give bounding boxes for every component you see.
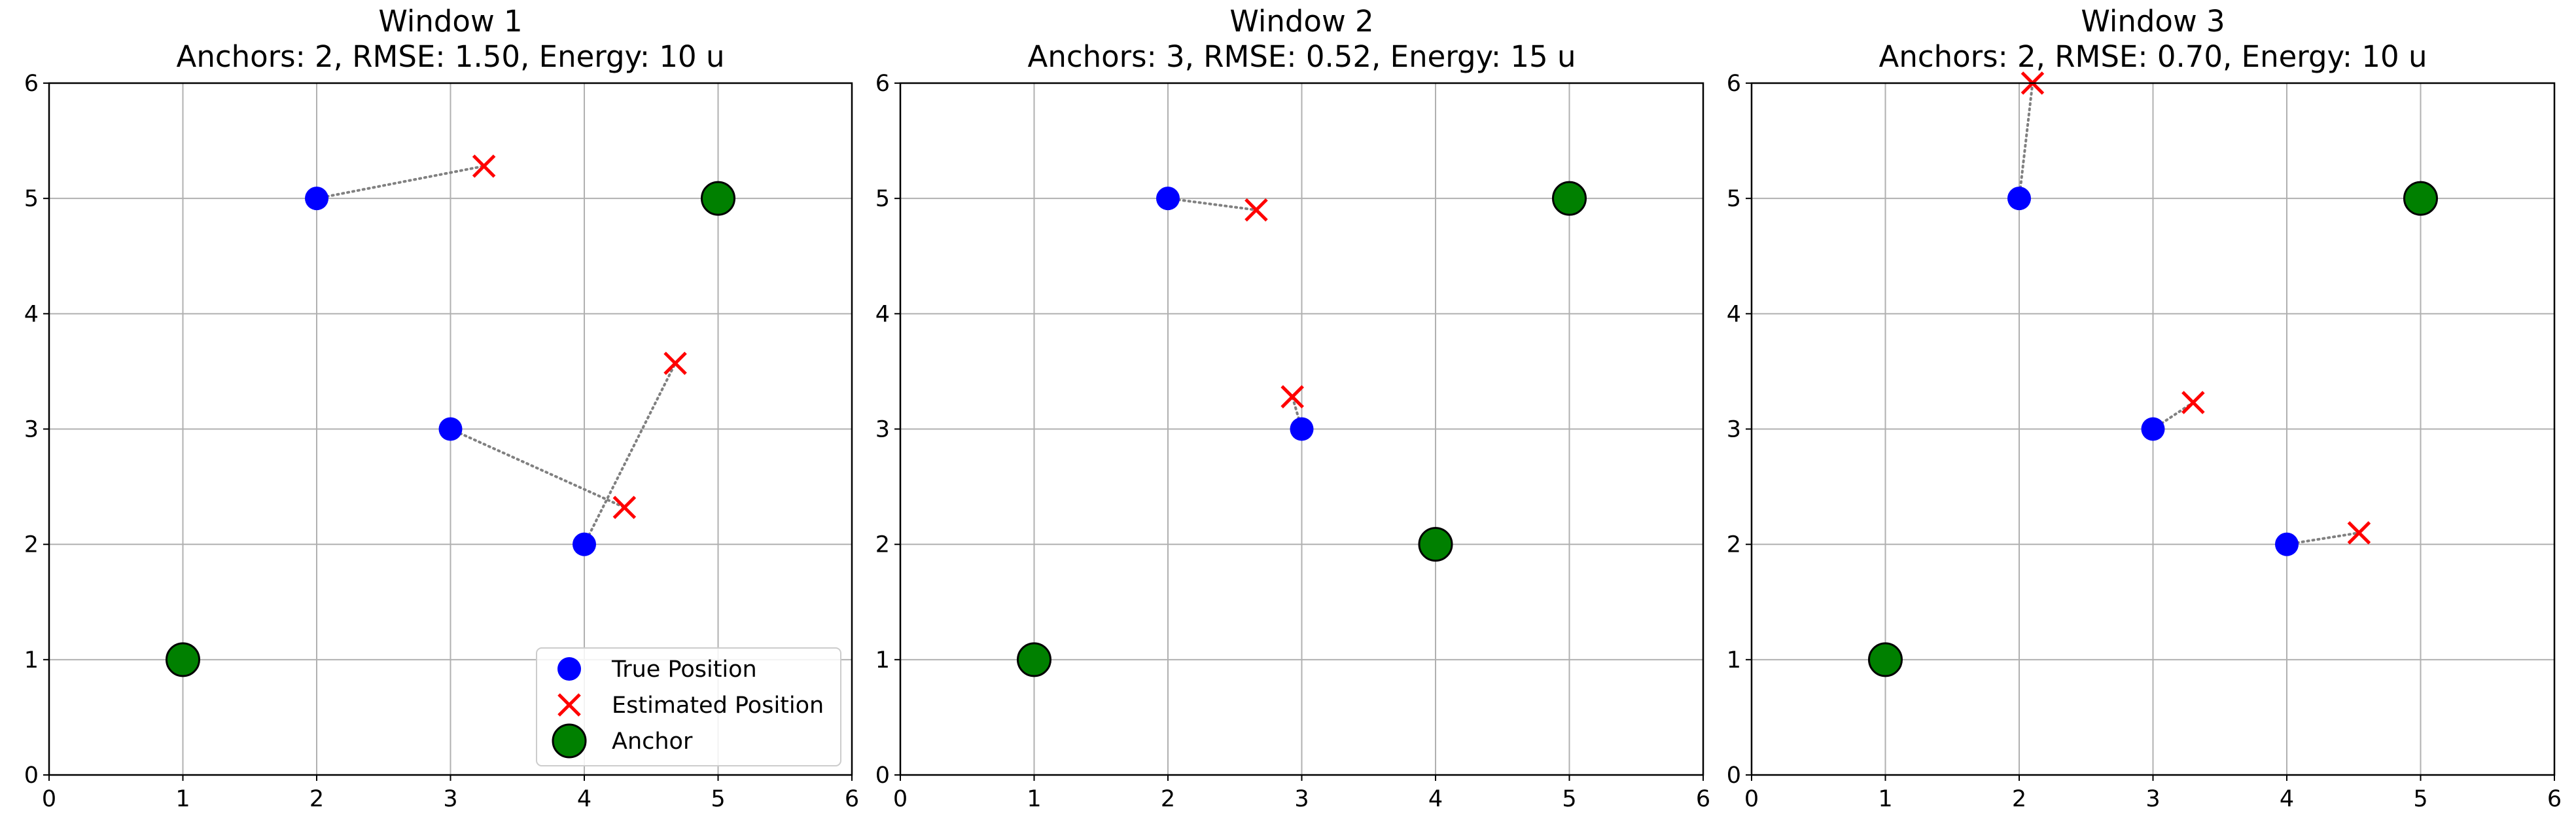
error-link (449, 427, 626, 509)
y-tick-label: 4 (24, 301, 39, 327)
true-position-point (2141, 417, 2165, 441)
x-tick-label: 4 (1428, 786, 1443, 812)
anchor-point (701, 181, 735, 216)
true-position-point (1290, 417, 1314, 441)
y-tick-label: 5 (875, 186, 890, 212)
chart-subtitle: Anchors: 2, RMSE: 0.70, Energy: 10 u (1879, 39, 2427, 74)
chart-title: Window 1 (378, 4, 522, 39)
error-link (583, 362, 677, 546)
legend-label: True Position (611, 656, 757, 683)
x-tick-label: 5 (2413, 786, 2427, 812)
y-tick-label: 6 (24, 71, 39, 97)
x-tick-label: 3 (443, 786, 457, 812)
legend-label: Anchor (612, 728, 693, 755)
error-link (2018, 82, 2034, 200)
y-tick-label: 2 (875, 532, 890, 558)
true-position-point (2275, 532, 2299, 556)
y-tick-label: 3 (875, 417, 890, 443)
x-tick-label: 4 (2280, 786, 2294, 812)
x-marker-stroke (663, 351, 687, 375)
chart-title: Window 3 (2081, 4, 2225, 39)
x-tick-label: 2 (309, 786, 324, 812)
y-tick-label: 2 (1727, 532, 1741, 558)
legend-label: Estimated Position (612, 692, 824, 719)
y-tick-label: 0 (24, 763, 39, 789)
x-tick-label: 5 (711, 786, 725, 812)
chart-title: Window 2 (1229, 4, 1373, 39)
x-marker-stroke (1280, 385, 1304, 408)
x-marker-stroke (2181, 391, 2205, 414)
y-tick-label: 1 (875, 647, 890, 673)
x-marker-stroke (472, 154, 496, 178)
x-marker-stroke (1244, 198, 1268, 222)
legend-marker-estimated (557, 693, 581, 717)
x-marker-stroke (2347, 521, 2371, 545)
anchor-point (1552, 181, 1587, 216)
x-tick-label: 5 (1562, 786, 1576, 812)
true-position-point (305, 187, 328, 211)
legend-marker-anchor (552, 723, 587, 759)
estimated-position-point (663, 351, 687, 375)
x-tick-label: 6 (845, 786, 859, 812)
x-tick-label: 6 (1696, 786, 1710, 812)
x-tick-label: 1 (1878, 786, 1892, 812)
y-tick-label: 4 (875, 301, 890, 327)
error-link (2285, 531, 2361, 546)
anchor-point (1418, 527, 1453, 562)
estimated-position-point (1244, 198, 1268, 222)
chart-subtitle: Anchors: 2, RMSE: 1.50, Energy: 10 u (177, 39, 725, 74)
x-tick-label: 3 (2145, 786, 2160, 812)
x-marker-stroke (612, 495, 637, 520)
x-tick-label: 1 (175, 786, 190, 812)
x-tick-label: 2 (1161, 786, 1175, 812)
x-marker-stroke (557, 693, 581, 717)
error-link (315, 164, 485, 200)
estimated-position-point (2181, 391, 2205, 414)
axes-frame (48, 82, 853, 776)
y-tick-label: 1 (1727, 647, 1741, 673)
estimated-position-point (2347, 521, 2371, 545)
legend-marker-true (557, 657, 581, 681)
true-position-point (1156, 187, 1180, 211)
axes-frame (899, 82, 1704, 776)
estimated-position-point (1280, 385, 1304, 408)
y-tick-label: 3 (24, 417, 39, 443)
anchor-point (1017, 642, 1051, 677)
error-link (1167, 197, 1258, 211)
estimated-position-point (612, 495, 637, 520)
x-tick-label: 0 (893, 786, 908, 812)
y-tick-label: 6 (1727, 71, 1741, 97)
y-tick-label: 2 (24, 532, 39, 558)
estimated-position-point (472, 154, 496, 178)
true-position-point (2007, 187, 2031, 211)
y-tick-label: 0 (875, 763, 890, 789)
chart-subtitle: Anchors: 3, RMSE: 0.52, Energy: 15 u (1028, 39, 1576, 74)
y-tick-label: 1 (24, 647, 39, 673)
x-tick-label: 6 (2547, 786, 2562, 812)
y-tick-label: 4 (1727, 301, 1741, 327)
x-tick-label: 2 (2012, 786, 2026, 812)
legend-box (536, 647, 841, 766)
axes-frame (1750, 82, 2556, 776)
true-position-point (573, 532, 596, 556)
x-tick-label: 1 (1027, 786, 1041, 812)
y-tick-label: 6 (875, 71, 890, 97)
y-tick-label: 5 (24, 186, 39, 212)
anchor-point (2403, 181, 2438, 216)
anchor-point (166, 642, 200, 677)
legend: True Position Estimated Position Anchor (536, 647, 841, 766)
true-position-point (438, 417, 463, 441)
anchor-point (1868, 642, 1903, 677)
x-tick-label: 4 (577, 786, 591, 812)
y-tick-label: 0 (1727, 763, 1741, 789)
x-tick-label: 0 (1744, 786, 1759, 812)
x-tick-label: 3 (1294, 786, 1309, 812)
x-tick-label: 0 (42, 786, 56, 812)
y-tick-label: 3 (1727, 417, 1741, 443)
y-tick-label: 5 (1727, 186, 1741, 212)
